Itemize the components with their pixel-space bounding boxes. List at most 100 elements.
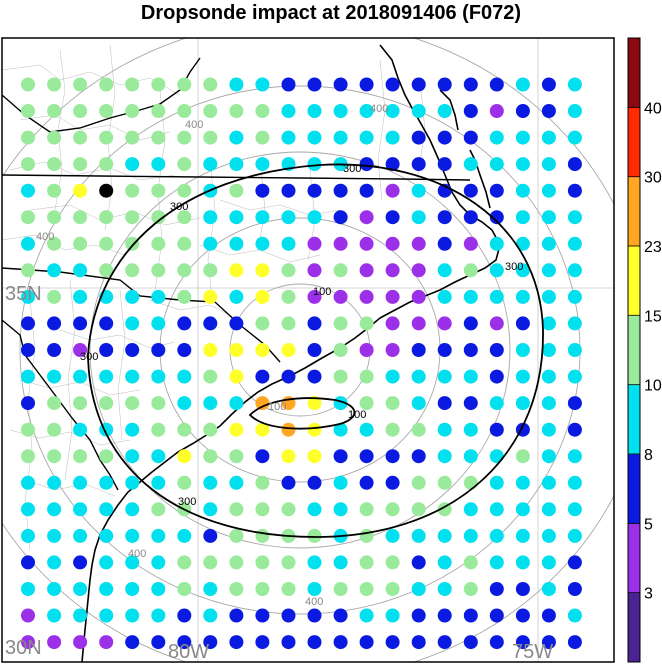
impact-dot (99, 316, 114, 331)
impact-dot (73, 422, 88, 437)
colorbar-tick-label: 10 (644, 378, 662, 395)
impact-dot (385, 236, 400, 251)
impact-dot (359, 528, 374, 543)
impact-dot (463, 289, 478, 304)
impact-dot (333, 422, 348, 437)
impact-dot (489, 396, 504, 411)
impact-dot (21, 555, 35, 570)
impact-dot (385, 369, 400, 384)
impact-dot (99, 555, 114, 570)
impact-dot (489, 77, 504, 92)
impact-dot (47, 263, 62, 278)
impact-dot (307, 77, 322, 92)
impact-dot (541, 104, 556, 118)
impact-dot (541, 183, 556, 198)
impact-dot (567, 263, 582, 278)
impact-dot (515, 528, 530, 543)
impact-dot (359, 635, 374, 650)
impact-dot (385, 104, 400, 118)
impact-dot (125, 104, 140, 118)
impact-dot (47, 343, 62, 357)
impact-dot (47, 555, 62, 570)
ring-labels: 100 400 400 400 400 400 (36, 103, 388, 608)
impact-dot (255, 608, 270, 623)
impact-dot (411, 77, 426, 92)
impact-dot (99, 130, 114, 145)
impact-dot (307, 608, 322, 623)
impact-dot (151, 502, 166, 517)
impact-dot (463, 608, 478, 623)
impact-dot (203, 263, 218, 278)
impact-dot (307, 528, 322, 543)
impact-dot (177, 343, 192, 357)
impact-dot (307, 555, 322, 570)
plot-frame (1, 37, 615, 663)
impact-dot (203, 157, 218, 172)
impact-dot (151, 236, 166, 251)
impact-dot (489, 316, 504, 331)
impact-dot (151, 582, 166, 596)
impact-dot (177, 422, 192, 437)
impact-dot (307, 343, 322, 357)
impact-dot (151, 130, 166, 145)
impact-dot (281, 555, 296, 570)
impact-dot (281, 263, 296, 278)
ring-label: 400 (128, 548, 146, 560)
impact-dot (99, 396, 114, 411)
impact-dot (489, 528, 504, 543)
impact-dot (281, 130, 296, 145)
impact-dot (463, 475, 478, 490)
impact-dot (203, 104, 218, 118)
impact-dot (151, 475, 166, 490)
impact-dot (21, 236, 35, 251)
impact-dot (333, 289, 348, 304)
impact-dot (229, 130, 244, 145)
impact-dot (541, 449, 556, 464)
impact-dot (463, 502, 478, 517)
impact-dot (229, 104, 244, 118)
impact-dot (99, 77, 114, 92)
impact-dot (567, 183, 582, 198)
impact-dot (437, 104, 452, 118)
impact-dot (333, 555, 348, 570)
impact-dot (333, 502, 348, 517)
impact-dot (21, 608, 35, 623)
impact-dot (229, 183, 244, 198)
impact-dot (151, 77, 166, 92)
impact-dot (21, 77, 35, 92)
impact-dot (229, 635, 244, 650)
contour-label: 300 (505, 261, 523, 273)
impact-dot (385, 343, 400, 357)
colorbar: 3 5 8 10 15 23 30 40 (627, 37, 662, 663)
impact-dot (203, 635, 218, 650)
impact-dot (567, 396, 582, 411)
impact-dot (359, 289, 374, 304)
impact-dot (255, 183, 270, 198)
impact-dot (333, 263, 348, 278)
impact-dot (385, 263, 400, 278)
impact-dot (567, 343, 582, 357)
impact-dot (99, 582, 114, 596)
impact-dot (177, 396, 192, 411)
impact-dot (21, 263, 35, 278)
impact-dot (541, 475, 556, 490)
impact-dot (151, 263, 166, 278)
colorbar-segment (628, 176, 640, 247)
impact-dot (541, 77, 556, 92)
impact-dot (333, 635, 348, 650)
impact-dot (567, 289, 582, 304)
impact-dot (21, 157, 35, 172)
colorbar-segment (628, 454, 640, 524)
impact-dot (73, 528, 88, 543)
impact-dot (567, 369, 582, 384)
impact-dot (515, 555, 530, 570)
impact-dot (125, 157, 140, 172)
impact-dot (515, 183, 530, 198)
impact-dot (541, 555, 556, 570)
impact-dot (125, 502, 140, 517)
colorbar-tick-label: 30 (644, 170, 662, 187)
impact-dot (151, 316, 166, 331)
contour-label: 300 (343, 163, 361, 175)
impact-dot (151, 369, 166, 384)
impact-dot (151, 183, 166, 198)
